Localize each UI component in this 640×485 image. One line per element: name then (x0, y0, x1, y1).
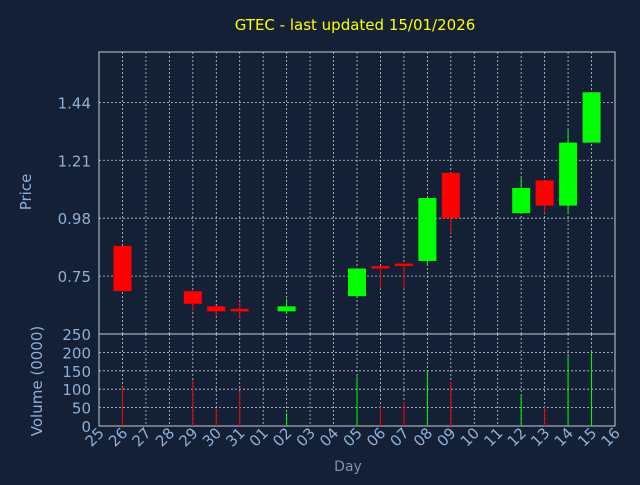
price-tick-label: 0.75 (58, 268, 91, 286)
x-axis: 2526272829303101020304050607080910111213… (82, 424, 624, 450)
x-axis-label: Day (334, 459, 362, 475)
price-axis-label: Price (17, 174, 35, 211)
candle-body (183, 291, 202, 304)
price-tick-label: 1.44 (58, 94, 91, 112)
volume-axis-label: Volume (0000) (28, 326, 46, 436)
volume-tick-label: 250 (62, 326, 91, 344)
candle-body (371, 266, 390, 269)
volume-tick-label: 0 (81, 418, 91, 436)
candle-body (348, 268, 366, 297)
price-tick-label: 0.98 (58, 210, 91, 228)
candle-body (394, 263, 413, 267)
candle-body (418, 198, 437, 261)
candle-body (582, 92, 601, 143)
volume-tick-label: 100 (62, 381, 91, 399)
candle-body (113, 245, 132, 292)
volume-tick-label: 150 (62, 363, 91, 381)
price-tick-label: 1.21 (58, 152, 91, 170)
candle-body (441, 172, 460, 219)
candle-body (559, 142, 578, 206)
candle-body (277, 306, 296, 312)
candle-body (230, 308, 249, 312)
chart-title: GTEC - last updated 15/01/2026 (235, 16, 476, 34)
candle-body (512, 187, 531, 214)
price-panel: 0.75 0.98 1.21 1.44 (58, 51, 616, 335)
candle-body (207, 306, 226, 312)
candle-body (535, 180, 554, 206)
volume-tick-label: 200 (62, 344, 91, 362)
volume-tick-label: 50 (72, 400, 91, 418)
